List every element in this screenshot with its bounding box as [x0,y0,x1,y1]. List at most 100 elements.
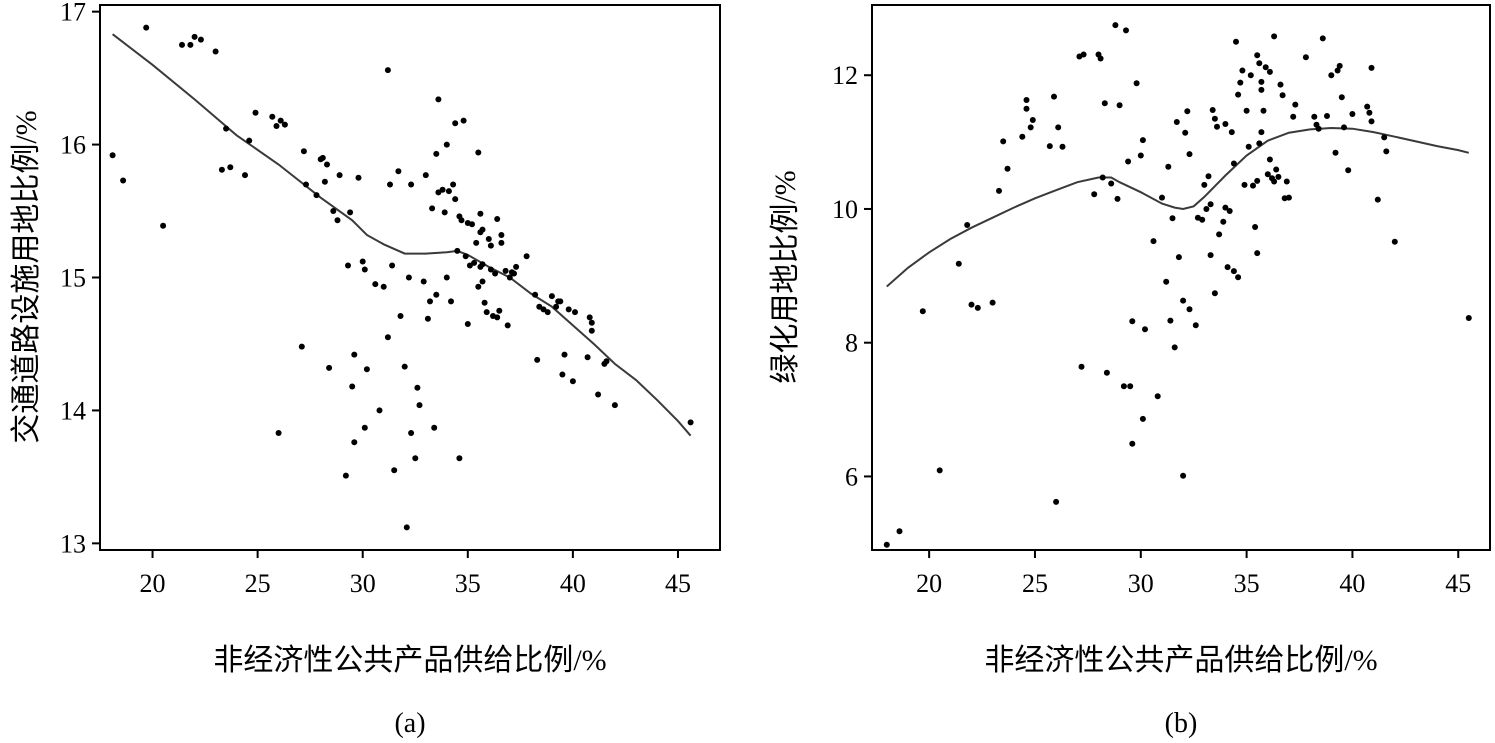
data-point [479,261,486,268]
data-point [1186,151,1193,158]
data-point [401,363,408,370]
data-point [405,274,412,281]
data-point [1302,54,1309,61]
data-point [569,378,576,385]
data-point [1214,123,1220,130]
data-point [412,455,419,462]
data-point [471,259,478,266]
data-point [414,384,421,391]
data-point [197,36,204,43]
data-point [345,262,351,269]
data-point [431,424,438,431]
data-point [1127,383,1134,390]
data-point [1290,113,1297,120]
data-point [1137,152,1144,159]
data-point [1101,100,1108,107]
data-point [687,419,694,426]
data-point [1247,72,1254,79]
data-point [1053,498,1060,505]
data-point [1465,315,1472,321]
data-point [277,117,284,124]
data-point [479,226,486,233]
data-point [1180,297,1187,304]
data-point [420,278,427,285]
data-point [559,371,566,378]
data-point [384,334,391,341]
data-point [1381,134,1388,141]
data-point [1368,118,1375,125]
data-point [361,266,368,273]
y-ticks-b: 6 8 10 12 [832,61,872,491]
data-point [487,242,494,249]
data-point [143,24,150,31]
data-point [1258,86,1265,93]
data-point [1334,67,1341,74]
data-point [452,120,459,127]
data-point [1133,80,1140,87]
data-point [1254,250,1261,257]
data-point [496,307,503,314]
data-point [1266,156,1273,163]
panel-a-chart: 13 14 15 16 17 20 25 30 35 40 45 非经济性公共产品供给比例/% 交… [10,0,721,739]
data-point [1207,201,1214,208]
data-point [603,358,610,365]
data-point [492,270,499,277]
data-point [485,236,492,242]
data-point [955,260,962,267]
data-point [120,177,127,184]
data-point [1192,322,1199,329]
data-point [469,221,475,228]
data-point [548,293,555,300]
data-point [1080,51,1087,58]
y-tick-label: 8 [845,329,858,358]
data-point [534,356,541,363]
data-point [462,253,469,260]
x-ticks-a: 20 25 30 35 40 45 [140,550,691,598]
data-point [1345,167,1352,174]
data-point [1364,103,1371,110]
data-point [1059,143,1066,150]
x-tick-label: 30 [1128,569,1154,598]
data-point [483,309,490,316]
data-point [1180,472,1187,479]
data-point [387,181,393,188]
data-point [1091,191,1098,198]
data-point [1201,181,1208,188]
data-point [479,278,486,285]
data-point [1112,22,1119,29]
data-point [218,166,225,173]
data-point [1046,143,1053,150]
data-point [1239,67,1246,74]
data-point [363,366,370,373]
data-point [1243,107,1250,114]
data-point [1237,79,1244,86]
data-point [435,96,442,103]
data-point [1120,383,1127,390]
data-point [1129,318,1136,325]
data-point [588,327,595,334]
data-point [313,192,320,199]
data-point [349,383,356,390]
data-point [1165,163,1172,170]
data-point [498,232,505,238]
data-point [227,164,234,171]
x-tick-label: 25 [1022,569,1048,598]
y-tick-label: 16 [60,131,86,160]
x-tick-label: 45 [665,569,691,598]
data-point [347,209,354,216]
data-point [252,109,259,116]
data-point [561,351,568,358]
data-point [487,266,494,273]
data-point [1319,35,1326,42]
data-point [1256,60,1263,67]
data-point [1222,204,1229,211]
data-point [1123,27,1129,34]
data-point [523,253,530,260]
data-point [1211,115,1218,122]
data-point [1250,182,1256,189]
data-point [1216,231,1223,238]
data-point [1279,92,1286,99]
y-tick-label: 6 [845,462,858,491]
data-point [1366,109,1373,116]
data-point [187,41,194,48]
